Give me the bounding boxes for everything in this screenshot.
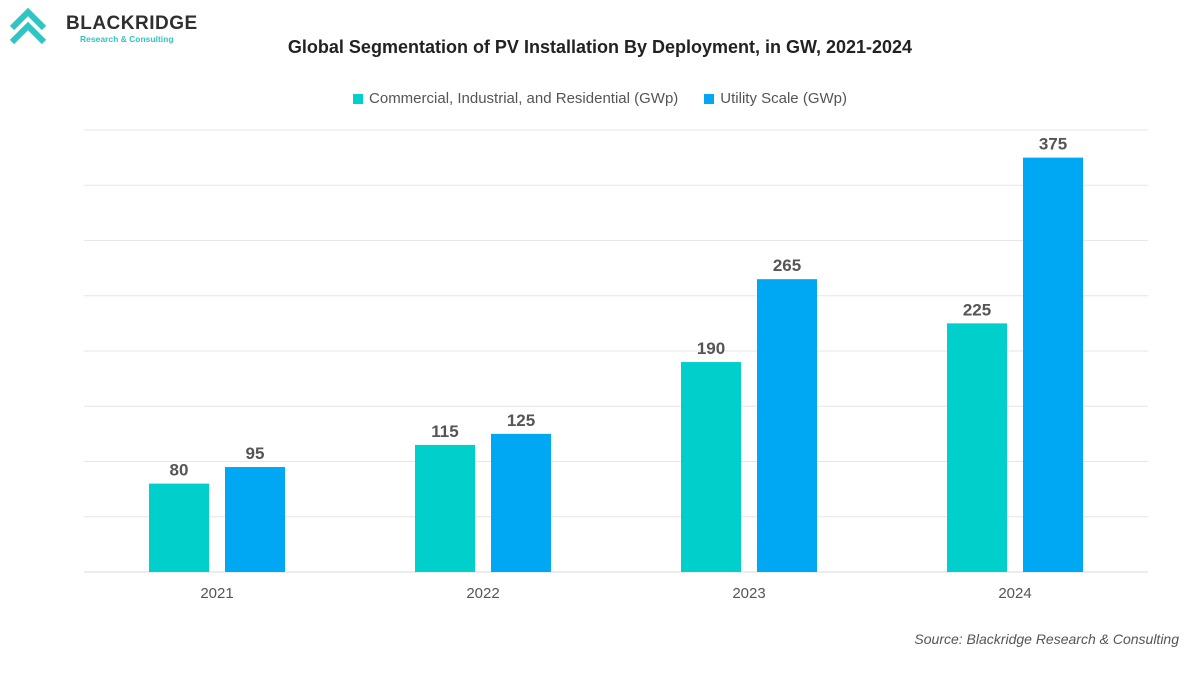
bar-2023-commercial: [681, 362, 741, 572]
bar-2022-commercial: [415, 444, 475, 572]
x-tick-label: 2021: [200, 585, 233, 602]
x-tick-label: 2024: [998, 585, 1031, 602]
data-label: 225: [963, 300, 991, 319]
legend: Commercial, Industrial, and Residential …: [0, 90, 1200, 107]
data-label: 375: [1039, 135, 1067, 154]
data-label: 190: [697, 339, 725, 358]
logo-name: BLACKRIDGE: [66, 13, 198, 34]
x-tick-label: 2022: [466, 585, 499, 602]
data-label: 265: [773, 256, 801, 275]
x-tick-label: 2023: [732, 585, 765, 602]
logo: BLACKRIDGE Research & Consulting: [8, 8, 198, 48]
legend-label: Commercial, Industrial, and Residential …: [369, 90, 679, 107]
legend-label: Utility Scale (GWp): [720, 90, 847, 107]
data-label: 125: [507, 411, 535, 430]
logo-tagline: Research & Consulting: [80, 34, 174, 44]
legend-swatch: [704, 93, 715, 104]
source-note: Source: Blackridge Research & Consulting: [914, 631, 1179, 647]
data-label: 80: [170, 461, 189, 480]
logo-chevron-icon: [9, 8, 47, 45]
legend-swatch: [353, 93, 364, 104]
data-label: 95: [246, 444, 265, 463]
bar-2021-utility: [225, 467, 285, 572]
bar-2024-utility: [1023, 157, 1083, 572]
bar-2021-commercial: [149, 483, 209, 572]
bar-2024-commercial: [947, 323, 1007, 572]
bar-2022-utility: [491, 433, 551, 572]
data-label: 115: [431, 422, 458, 441]
bar-2023-utility: [757, 279, 817, 572]
legend-item-commercial: Commercial, Industrial, and Residential …: [353, 90, 678, 107]
chart-title: Global Segmentation of PV Installation B…: [287, 37, 913, 57]
legend-item-utility: Utility Scale (GWp): [704, 90, 847, 107]
